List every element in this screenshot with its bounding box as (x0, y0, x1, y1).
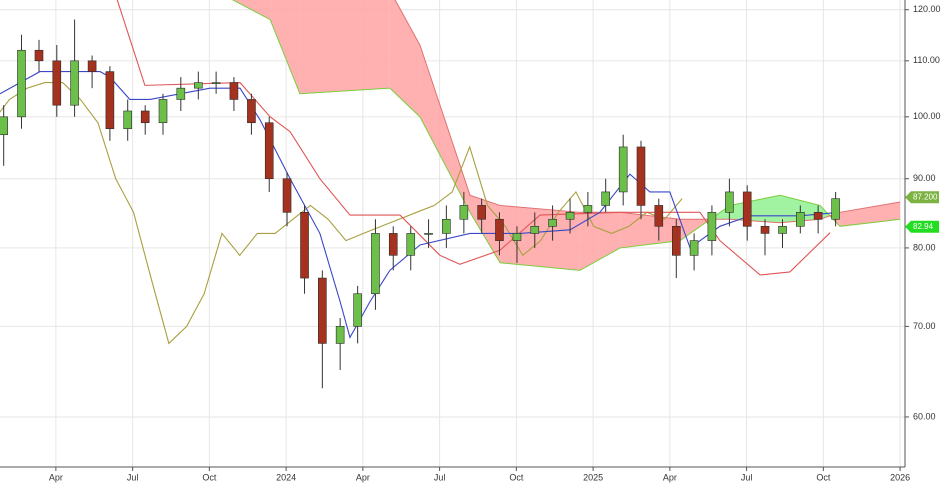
cloud-fill (839, 202, 901, 227)
cloud-edge (394, 0, 901, 224)
y-tick-label: 70.00 (913, 321, 936, 331)
x-tick-label: Oct (816, 472, 831, 482)
candle-body (654, 205, 664, 227)
cloud-fill (579, 212, 621, 271)
indicator-line (116, 0, 831, 276)
x-tick-label: 2024 (276, 472, 296, 482)
candle-body (831, 198, 840, 220)
candle-body (371, 233, 380, 295)
y-tick-label: 100.00 (913, 111, 941, 121)
cloud-fill (299, 0, 390, 94)
y-tick-label: 110.00 (913, 55, 940, 65)
candle-body (796, 212, 805, 227)
candle-body (530, 225, 540, 234)
candle-body (87, 60, 97, 72)
candle-body (813, 212, 823, 220)
candle-body (707, 212, 717, 241)
candle-body (778, 225, 787, 234)
candle-body (495, 218, 504, 241)
candle-body (689, 240, 699, 256)
candle-body (388, 233, 398, 256)
candle-body (424, 233, 433, 235)
candle-body (194, 82, 203, 89)
y-tick-label: 80.00 (913, 242, 936, 252)
cloud-fill (620, 212, 680, 248)
cloud-fill (819, 205, 830, 220)
x-tick-label: Jul (434, 472, 446, 482)
indicator-line (0, 82, 683, 345)
candle-body (158, 99, 168, 124)
candle-body (459, 205, 469, 220)
x-tick-label: Jul (741, 472, 753, 482)
x-tick-label: Apr (663, 472, 677, 482)
x-tick-label: 2025 (583, 472, 603, 482)
x-tick-label: Apr (356, 472, 370, 482)
cloud-fill (419, 45, 470, 213)
cloud-edge (231, 0, 901, 271)
candle-body (229, 82, 239, 100)
candle-body (52, 60, 62, 106)
candle-body (17, 49, 26, 118)
candle-body (742, 191, 752, 227)
candle-body (512, 233, 522, 241)
candle-body (70, 60, 79, 106)
y-tick-label: 60.00 (913, 411, 936, 421)
candle-body (282, 178, 292, 213)
candle-body (477, 205, 486, 220)
y-tick-label: 90.00 (913, 173, 936, 183)
candle-body (671, 225, 681, 256)
candle-body (583, 205, 593, 213)
x-tick-label: Apr (49, 472, 63, 482)
candle-body (353, 293, 362, 327)
candle-body (34, 49, 44, 62)
candle-body (565, 212, 575, 220)
candle-body (176, 87, 186, 100)
x-tick-label: Oct (509, 472, 524, 482)
cloud-fill (500, 205, 580, 271)
price-label-box (905, 191, 939, 204)
candle-body (123, 110, 133, 129)
candle-body (335, 326, 345, 344)
cloud-fill (730, 195, 781, 223)
candle-body (140, 110, 150, 124)
candle-body (548, 218, 557, 227)
price-label-box (905, 220, 939, 233)
candle-body (442, 218, 451, 234)
candle-body (760, 225, 770, 234)
x-tick-label: 2026 (890, 472, 910, 482)
candle-body (636, 146, 646, 206)
cloud-fill (389, 0, 420, 117)
candle-body (406, 233, 416, 256)
candle-body (601, 191, 610, 206)
price-label: 87.200 (913, 192, 938, 201)
cloud-fill (270, 0, 300, 94)
candle-body (318, 277, 327, 344)
candle-body (264, 122, 274, 180)
candle-body (247, 99, 256, 124)
indicator-line (0, 71, 840, 339)
candle-body (0, 116, 8, 136)
plot-area (0, 0, 901, 389)
y-tick-label: 120.00 (913, 4, 941, 14)
candle-body (105, 71, 115, 129)
price-label: 82.94 (913, 222, 934, 231)
candle-body (725, 191, 734, 213)
candle-body (211, 82, 221, 84)
candle-body (618, 146, 628, 193)
x-tick-label: Oct (202, 472, 217, 482)
candle-body (300, 212, 309, 279)
x-tick-label: Jul (127, 472, 139, 482)
